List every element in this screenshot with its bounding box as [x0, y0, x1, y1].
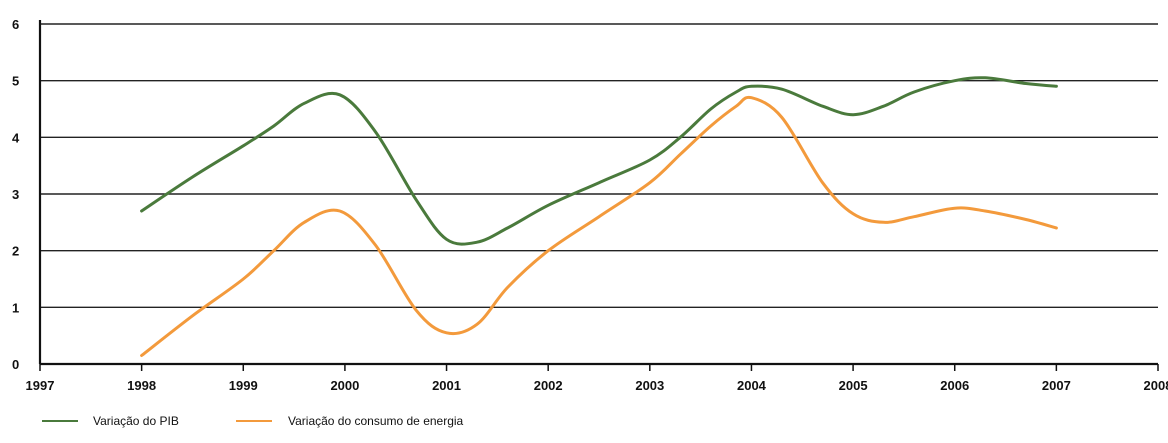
x-tick-label-1999: 1999 [229, 378, 258, 393]
y-tick-label-5: 5 [12, 74, 19, 89]
x-tick-label-1998: 1998 [127, 378, 156, 393]
x-tick-label-2003: 2003 [635, 378, 664, 393]
x-tick-label-1997: 1997 [26, 378, 55, 393]
series-lines [140, 76, 1058, 357]
x-tick-label-2005: 2005 [839, 378, 868, 393]
x-tick-label-2000: 2000 [330, 378, 359, 393]
x-tick-label-2004: 2004 [737, 378, 767, 393]
x-tick-label-2002: 2002 [534, 378, 563, 393]
y-tick-label-3: 3 [12, 187, 19, 202]
x-tick-label-2007: 2007 [1042, 378, 1071, 393]
x-tick-label-2006: 2006 [940, 378, 969, 393]
y-tick-label-2: 2 [12, 244, 19, 259]
legend: Variação do PIB Variação do consumo de e… [42, 414, 464, 428]
x-tick-label-2001: 2001 [432, 378, 461, 393]
x-tick-label-2008: 2008 [1144, 378, 1168, 393]
legend-label-energia: Variação do consumo de energia [288, 414, 464, 428]
series-line-pib [140, 76, 1058, 246]
y-tick-label-0: 0 [12, 357, 19, 372]
y-tick-label-4: 4 [12, 130, 20, 145]
grid-lines [40, 23, 1158, 309]
y-tick-label-1: 1 [12, 300, 19, 315]
tick-labels: 0 1 2 3 4 5 6 1997 1998 1999 2000 2001 2002 2003 2004 2… [12, 17, 1168, 393]
series-line-energia [140, 95, 1058, 357]
axes [38, 20, 1159, 371]
legend-label-pib: Variação do PIB [93, 414, 179, 428]
y-tick-label-6: 6 [12, 17, 19, 32]
